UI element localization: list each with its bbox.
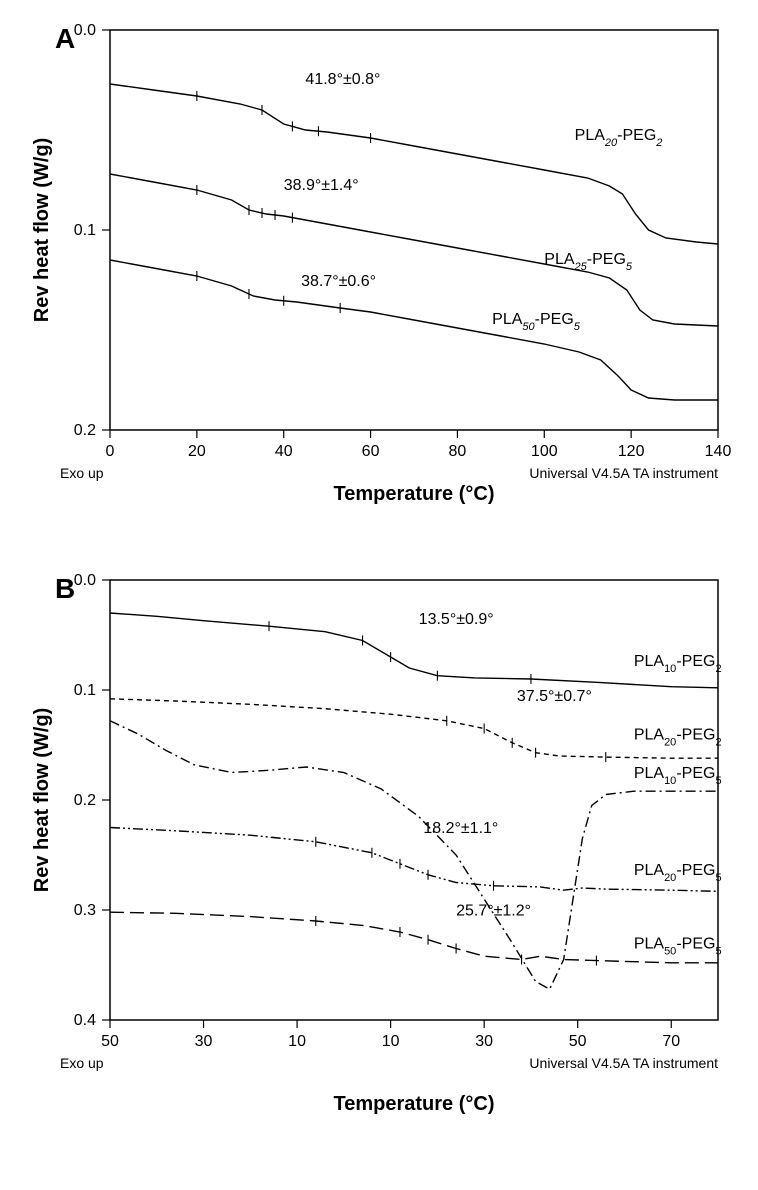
series-label: PLA20-PEG5: [634, 862, 722, 884]
y-tick-label: 0.2: [74, 792, 96, 809]
x-tick-label: 30: [475, 1033, 493, 1050]
x-tick-label: 0: [106, 443, 115, 460]
panel-b-footnote-right: Universal V4.5A TA instrument: [529, 1055, 718, 1071]
x-tick-label: 100: [531, 443, 558, 460]
panel-a-x-axis-label: Temperature (°C): [334, 483, 495, 505]
panel-b-letter: B: [55, 573, 75, 604]
panel-b-frame: [110, 580, 718, 1020]
x-tick-label: 20: [188, 443, 206, 460]
series-label: PLA10-PEG5: [634, 765, 722, 787]
series-PLA20-PEG2: [110, 699, 718, 758]
series-PLA10-PEG2: [110, 613, 718, 688]
x-tick-label: 70: [662, 1033, 680, 1050]
panel-a-y-axis-label: Rev heat flow (W/g): [31, 138, 53, 322]
annotation: 25.7°±1.2°: [456, 903, 531, 920]
series-PLA25-PEG5: [110, 174, 718, 326]
x-tick-label: 30: [195, 1033, 213, 1050]
series-label: PLA20-PEG2: [575, 127, 663, 149]
x-tick-label: 60: [362, 443, 380, 460]
panel-a-footnote-left: Exo up: [60, 465, 104, 481]
series-label: PLA20-PEG2: [634, 727, 722, 749]
x-tick-label: 140: [705, 443, 732, 460]
panel-b-x-axis-label: Temperature (°C): [334, 1093, 495, 1115]
panel-b-footnote-left: Exo up: [60, 1055, 104, 1071]
x-tick-label: 50: [101, 1033, 119, 1050]
x-tick-label: 120: [618, 443, 645, 460]
panel-a-footnote-right: Universal V4.5A TA instrument: [529, 465, 718, 481]
y-tick-label: 0.0: [74, 572, 96, 589]
x-tick-label: 80: [449, 443, 467, 460]
x-tick-label: 50: [569, 1033, 587, 1050]
annotation: 38.7°±0.6°: [301, 273, 376, 290]
x-tick-label: 10: [382, 1033, 400, 1050]
y-tick-label: 0.4: [74, 1012, 96, 1029]
series-PLA10-PEG5: [110, 721, 718, 989]
annotation: 13.5°±0.9°: [419, 611, 494, 628]
y-tick-label: 0.1: [74, 222, 96, 239]
y-tick-label: 0.3: [74, 902, 96, 919]
panel-a-frame: [110, 30, 718, 430]
series-label: PLA10-PEG2: [634, 653, 722, 675]
annotation: 37.5°±0.7°: [517, 688, 592, 705]
series-label: PLA50-PEG5: [634, 936, 722, 958]
panel-b-y-axis-label: Rev heat flow (W/g): [31, 708, 53, 892]
series-label: PLA50-PEG5: [492, 311, 581, 333]
panel-b: B 50 30 10 10 30 50 70 0.0 0.1 0.2 0.3 0.4 Temperatur…: [20, 560, 738, 1140]
annotation: 41.8°±0.8°: [305, 71, 380, 88]
panel-a-svg: A 0 20 40 60 80 100 120 140 0.0 0.1 0.2 Temperature …: [20, 10, 738, 530]
panel-a-letter: A: [55, 23, 75, 54]
figure-container: A 0 20 40 60 80 100 120 140 0.0 0.1 0.2 Temperature …: [0, 0, 758, 1190]
series-PLA20-PEG5: [110, 828, 718, 892]
y-tick-label: 0.0: [74, 22, 96, 39]
y-tick-label: 0.2: [74, 422, 96, 439]
series-PLA20-PEG2: [110, 84, 718, 244]
x-tick-label: 10: [288, 1033, 306, 1050]
panel-b-svg: B 50 30 10 10 30 50 70 0.0 0.1 0.2 0.3 0.4 Temperatur…: [20, 560, 738, 1140]
annotation: 18.2°±1.1°: [423, 820, 498, 837]
panel-a: A 0 20 40 60 80 100 120 140 0.0 0.1 0.2 Temperature …: [20, 10, 738, 530]
series-PLA50-PEG5: [110, 260, 718, 400]
series-label: PLA25-PEG5: [544, 251, 633, 273]
annotation: 38.9°±1.4°: [284, 177, 359, 194]
series-PLA50-PEG5: [110, 912, 718, 963]
x-tick-label: 40: [275, 443, 293, 460]
y-tick-label: 0.1: [74, 682, 96, 699]
